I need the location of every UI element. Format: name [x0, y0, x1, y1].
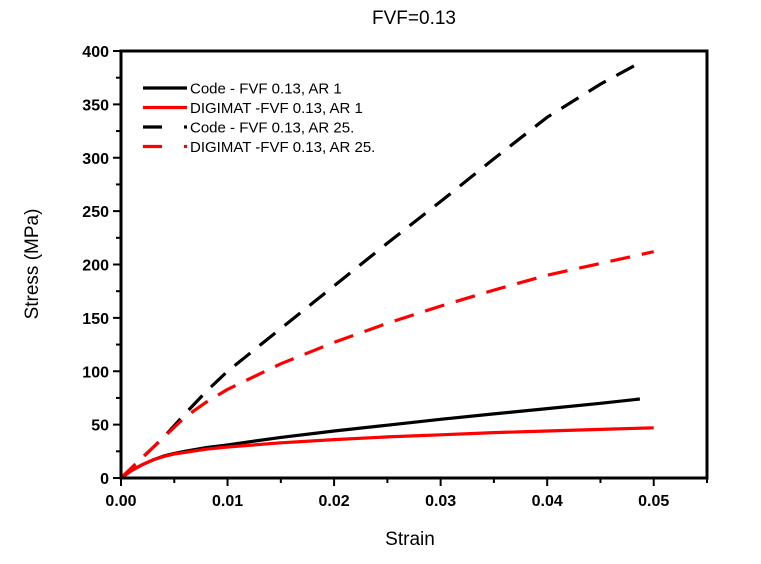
y-tick-label: 0 — [100, 471, 109, 488]
y-axis-title: Stress (MPa) — [22, 209, 43, 320]
chart-title: FVF=0.13 — [372, 8, 456, 29]
y-tick-label: 400 — [82, 44, 109, 61]
x-axis-title: Strain — [385, 529, 435, 550]
y-tick-label: 200 — [82, 258, 109, 275]
legend-label: Code - FVF 0.13, AR 25. — [190, 120, 354, 137]
y-tick-label: 100 — [82, 364, 109, 381]
y-tick-label: 250 — [82, 204, 109, 221]
legend: Code - FVF 0.13, AR 1 DIGIMAT -FVF 0.13, … — [143, 81, 375, 156]
legend-label: Code - FVF 0.13, AR 1 — [190, 81, 342, 98]
x-tick-label: 0.02 — [319, 493, 350, 510]
y-tick-label: 350 — [82, 97, 109, 114]
x-tick-label: 0.05 — [638, 493, 669, 510]
x-tick-label: 0.00 — [105, 493, 136, 510]
y-tick-label: 150 — [82, 311, 109, 328]
series-line-4 — [119, 250, 655, 480]
series-layer — [119, 61, 655, 480]
y-tick-label: 300 — [82, 151, 109, 168]
x-tick-label: 0.04 — [532, 493, 563, 510]
legend-label: DIGIMAT -FVF 0.13, AR 1 — [190, 100, 363, 117]
y-tick-label: 50 — [91, 418, 109, 435]
y-axis-ticks: 0 50 100 150 200 250 300 350 400 — [82, 44, 121, 488]
x-axis-ticks: 0.00 0.01 0.02 0.03 0.04 0.05 — [105, 478, 708, 510]
series-line-2 — [120, 426, 654, 480]
x-tick-label: 0.01 — [212, 493, 243, 510]
x-tick-label: 0.03 — [425, 493, 456, 510]
legend-label: DIGIMAT -FVF 0.13, AR 25. — [190, 139, 375, 156]
